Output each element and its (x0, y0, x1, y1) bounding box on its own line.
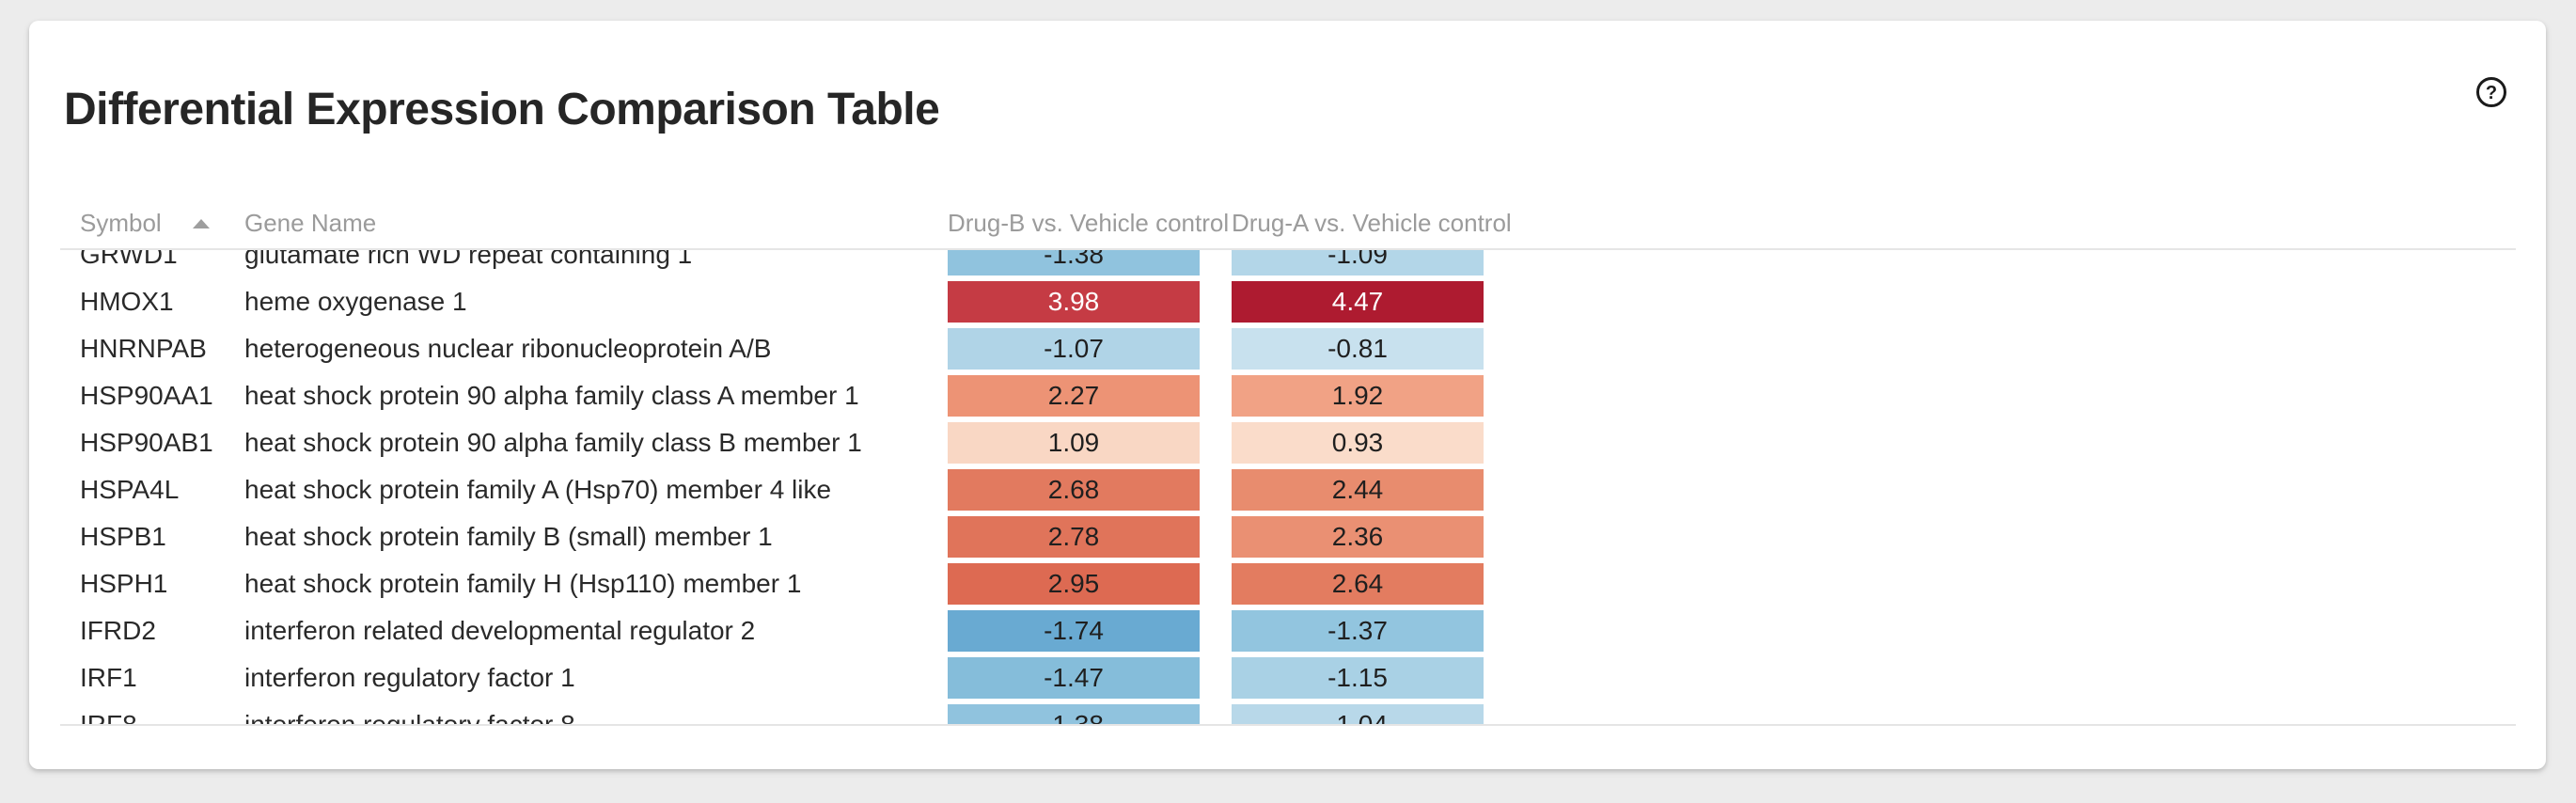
drug-b-value-cell: 2.68 (948, 469, 1200, 511)
table-row: HSP90AA1 heat shock protein 90 alpha fami… (60, 372, 2516, 419)
table-row: HSPA4L heat shock protein family A (Hsp70… (60, 466, 2516, 513)
gene-name: heat shock protein family A (Hsp70) memb… (244, 475, 832, 504)
svg-text:?: ? (2486, 83, 2497, 103)
drug-b-value-cell: 3.98 (948, 281, 1200, 323)
gene-name: heat shock protein family H (Hsp110) mem… (244, 569, 802, 598)
drug-b-value-cell: -1.38 (948, 704, 1200, 724)
gene-symbol: HNRNPAB (80, 334, 207, 363)
drug-a-value-cell: 1.92 (1232, 375, 1484, 417)
gene-name: heat shock protein family B (small) memb… (244, 522, 773, 551)
gene-symbol: IFRD2 (80, 616, 156, 645)
gene-name: glutamate rich WD repeat containing 1 (244, 250, 693, 269)
drug-a-value-cell: 2.44 (1232, 469, 1484, 511)
drug-a-value-cell: -1.37 (1232, 610, 1484, 652)
drug-b-value-cell: -1.07 (948, 328, 1200, 370)
sort-ascending-icon[interactable] (193, 219, 210, 228)
drug-a-value-cell: 0.93 (1232, 422, 1484, 464)
gene-name: heme oxygenase 1 (244, 287, 467, 316)
table-row: HNRNPAB heterogeneous nuclear ribonucleop… (60, 325, 2516, 372)
gene-symbol: IRF8 (80, 710, 137, 726)
column-header-drug-a[interactable]: Drug-A vs. Vehicle control (1232, 209, 1512, 237)
gene-name: heterogeneous nuclear ribonucleoprotein … (244, 334, 772, 363)
table-row: HSPB1 heat shock protein family B (small)… (60, 513, 2516, 560)
drug-b-value-cell: -1.74 (948, 610, 1200, 652)
drug-a-value-cell: 2.36 (1232, 516, 1484, 558)
drug-b-value-cell: 2.78 (948, 516, 1200, 558)
drug-b-value-cell: 1.09 (948, 422, 1200, 464)
table-rows: GRWD1 glutamate rich WD repeat containing… (60, 250, 2516, 726)
page-title: Differential Expression Comparison Table (64, 85, 940, 134)
column-header-gene-name[interactable]: Gene Name (244, 209, 377, 237)
gene-symbol: HMOX1 (80, 287, 174, 316)
table-body-scroll-area[interactable]: GRWD1 glutamate rich WD repeat containing… (60, 250, 2516, 726)
drug-b-value-cell: 2.27 (948, 375, 1200, 417)
gene-symbol: IRF1 (80, 663, 137, 692)
table-row: IRF1 interferon regulatory factor 1 -1.47-… (60, 654, 2516, 701)
gene-symbol: GRWD1 (80, 250, 178, 269)
gene-name: interferon regulatory factor 8 (244, 710, 575, 726)
gene-name: heat shock protein 90 alpha family class… (244, 428, 862, 457)
drug-a-value-cell: -1.09 (1232, 250, 1484, 276)
column-header-drug-b[interactable]: Drug-B vs. Vehicle control (948, 209, 1230, 237)
table-row: HSP90AB1 heat shock protein 90 alpha fami… (60, 419, 2516, 466)
drug-b-value-cell: 2.95 (948, 563, 1200, 605)
table-row: HSPH1 heat shock protein family H (Hsp110… (60, 560, 2516, 607)
gene-symbol: HSP90AB1 (80, 428, 213, 457)
drug-a-value-cell: -0.81 (1232, 328, 1484, 370)
table-row: IRF8 interferon regulatory factor 8 -1.38 -… (60, 701, 2516, 726)
gene-symbol: HSP90AA1 (80, 381, 213, 410)
drug-b-value-cell: -1.38 (948, 250, 1200, 276)
drug-a-value-cell: -1.04 (1232, 704, 1484, 724)
column-header-symbol[interactable]: Symbol (80, 209, 162, 237)
table-row: HMOX1 heme oxygenase 1 3.98 4.47 (60, 278, 2516, 325)
gene-symbol: HSPH1 (80, 569, 168, 598)
gene-symbol: HSPA4L (80, 475, 180, 504)
table-row: IFRD2 interferon related developmental re… (60, 607, 2516, 654)
gene-name: interferon related developmental regulat… (244, 616, 756, 645)
gene-symbol: HSPB1 (80, 522, 166, 551)
drug-a-value-cell: 2.64 (1232, 563, 1484, 605)
help-icon[interactable]: ? (2474, 75, 2508, 109)
circled-question-mark-icon: ? (2476, 77, 2506, 107)
table-row: GRWD1 glutamate rich WD repeat containing… (60, 250, 2516, 278)
gene-name: interferon regulatory factor 1 (244, 663, 575, 692)
drug-b-value-cell: -1.47 (948, 657, 1200, 699)
table-header: Symbol Gene Name Drug-B vs. Vehicle cont… (60, 196, 2516, 250)
drug-a-value-cell: -1.15 (1232, 657, 1484, 699)
drug-a-value-cell: 4.47 (1232, 281, 1484, 323)
gene-name: heat shock protein 90 alpha family class… (244, 381, 859, 410)
comparison-table-card: Differential Expression Comparison Table… (29, 21, 2546, 769)
comparison-table: Symbol Gene Name Drug-B vs. Vehicle cont… (60, 196, 2516, 726)
